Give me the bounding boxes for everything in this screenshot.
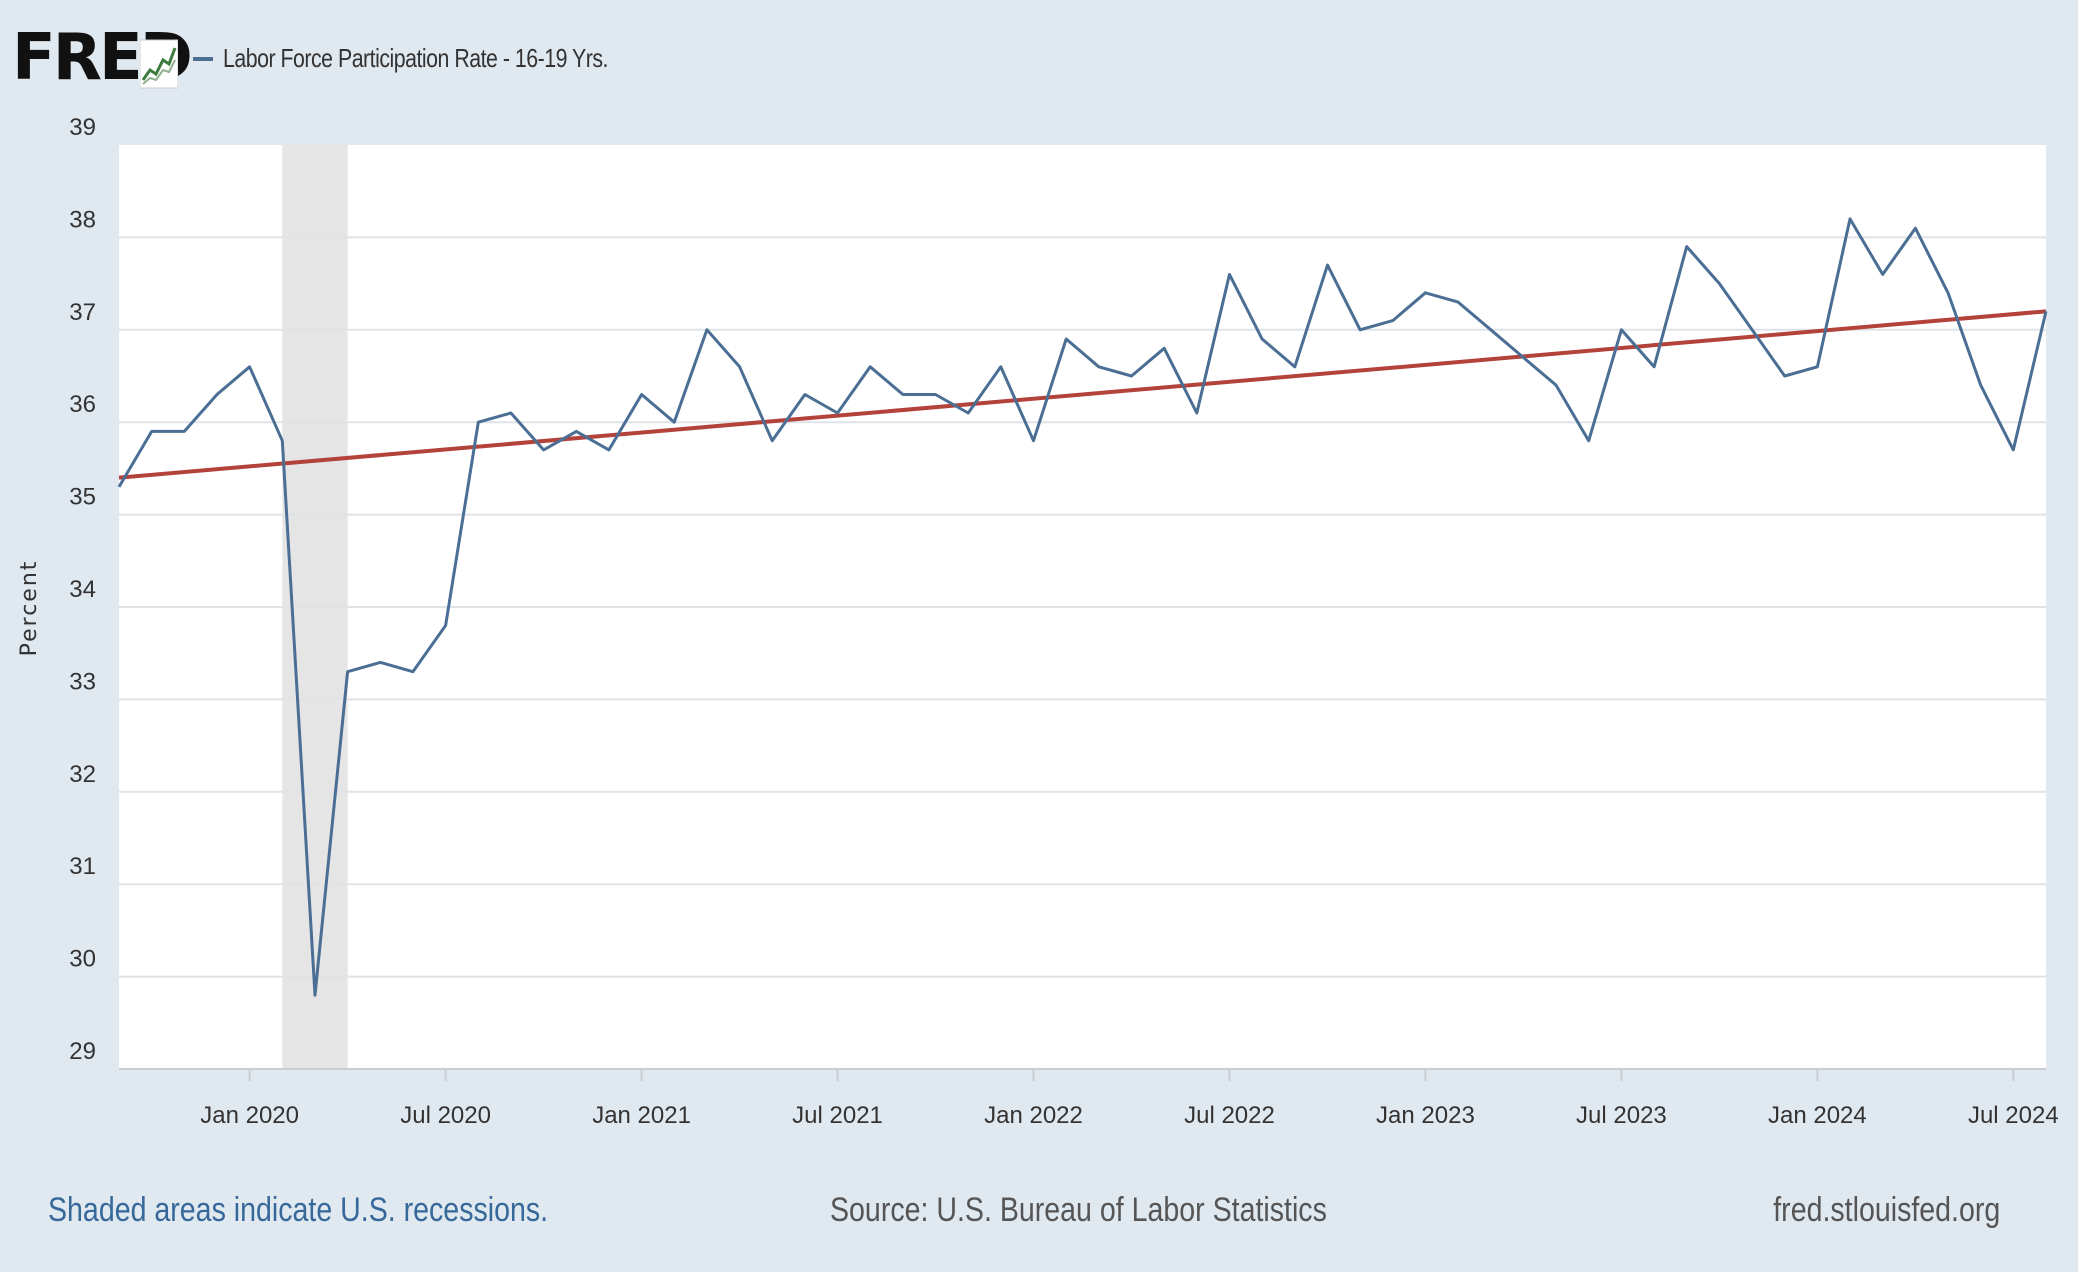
data-point — [1585, 437, 1593, 445]
x-tick-label: Jul 2024 — [1968, 1102, 2059, 1129]
data-point — [246, 363, 254, 371]
data-point — [1781, 372, 1789, 380]
data-point — [638, 390, 646, 398]
data-point — [115, 483, 123, 491]
data-point — [1062, 335, 1070, 343]
series-line[interactable] — [117, 217, 2048, 997]
data-point — [1258, 335, 1266, 343]
data-point — [278, 437, 286, 445]
data-point — [801, 390, 809, 398]
data-point — [834, 409, 842, 417]
data-point — [997, 363, 1005, 371]
data-point — [474, 418, 482, 426]
data-point — [1552, 381, 1560, 389]
fred-url-link[interactable]: fred.stlouisfed.org — [1772, 1191, 2000, 1229]
y-tick-label: 37 — [69, 299, 96, 326]
data-point — [768, 437, 776, 445]
x-tick-label: Jul 2021 — [792, 1102, 883, 1129]
data-point — [932, 390, 940, 398]
data-point — [866, 363, 874, 371]
data-point — [899, 390, 907, 398]
y-tick-label: 35 — [69, 484, 96, 511]
data-point — [1911, 224, 1919, 232]
y-tick-label: 39 — [69, 114, 96, 141]
data-point — [1977, 381, 1985, 389]
x-tick-label: Jul 2023 — [1576, 1102, 1667, 1129]
trendline — [118, 309, 2047, 480]
data-point — [344, 668, 352, 676]
y-tick-label: 31 — [69, 853, 96, 880]
y-tick-label: 32 — [69, 761, 96, 788]
y-tick-label: 33 — [69, 668, 96, 695]
data-point — [670, 418, 678, 426]
data-point — [1683, 243, 1691, 251]
data-point — [605, 446, 613, 454]
source-note: Source: U.S. Bureau of Labor Statistics — [830, 1191, 1327, 1229]
data-point — [2042, 307, 2050, 315]
data-point — [148, 427, 156, 435]
data-point — [1813, 363, 1821, 371]
data-point — [1323, 261, 1331, 269]
data-point — [1095, 363, 1103, 371]
data-point — [1617, 326, 1625, 334]
data-point — [376, 658, 384, 666]
data-point — [409, 668, 417, 676]
data-point — [1519, 354, 1527, 362]
x-tick-label: Jan 2022 — [984, 1102, 1083, 1129]
data-point — [1879, 270, 1887, 278]
data-point — [1454, 298, 1462, 306]
data-point — [1160, 344, 1168, 352]
x-tick-label: Jan 2020 — [200, 1102, 299, 1129]
x-tick-label: Jan 2024 — [1768, 1102, 1867, 1129]
data-point — [1748, 326, 1756, 334]
y-tick-label: 36 — [69, 391, 96, 418]
data-point — [442, 621, 450, 629]
data-point — [1715, 280, 1723, 288]
data-point — [1487, 326, 1495, 334]
data-point — [540, 446, 548, 454]
data-point — [2009, 446, 2017, 454]
x-tick-label: Jul 2020 — [400, 1102, 491, 1129]
data-point — [507, 409, 515, 417]
data-point — [736, 363, 744, 371]
data-point — [213, 390, 221, 398]
data-point — [1030, 437, 1038, 445]
data-point — [1193, 409, 1201, 417]
data-point — [1291, 363, 1299, 371]
legend-label[interactable]: Labor Force Participation Rate - 16-19 Y… — [223, 43, 608, 73]
recession-note[interactable]: Shaded areas indicate U.S. recessions. — [48, 1191, 549, 1229]
fred-chart-icon — [140, 39, 178, 89]
y-tick-label: 38 — [69, 206, 96, 233]
data-point — [1225, 270, 1233, 278]
data-point — [1389, 317, 1397, 325]
data-point — [1650, 363, 1658, 371]
y-tick-label: 29 — [69, 1038, 96, 1065]
gridlines — [119, 236, 2046, 1070]
y-tick-label: 30 — [69, 946, 96, 973]
data-point — [964, 409, 972, 417]
data-point — [1421, 289, 1429, 297]
y-tick-label: 34 — [69, 576, 96, 603]
data-point — [1356, 326, 1364, 334]
legend-swatch — [193, 57, 213, 61]
data-point — [311, 991, 319, 999]
data-point — [180, 427, 188, 435]
data-point — [1944, 289, 1952, 297]
chart-header: FRED Labor Force Participation Rate - 16… — [0, 0, 2078, 120]
x-tick-label: Jul 2022 — [1184, 1102, 1275, 1129]
data-point — [703, 326, 711, 334]
x-axis: Jan 2020 Jul 2020 Jan 2021 Jul 2021 Jan 2022… — [200, 1069, 2059, 1129]
y-axis: 29 30 31 32 33 34 35 36 37 38 39 — [69, 114, 96, 1065]
data-point — [572, 427, 580, 435]
data-point — [1846, 215, 1854, 223]
x-tick-label: Jan 2023 — [1376, 1102, 1475, 1129]
x-tick-label: Jan 2021 — [592, 1102, 691, 1129]
y-axis-title: Percent — [17, 560, 42, 657]
data-point — [1127, 372, 1135, 380]
